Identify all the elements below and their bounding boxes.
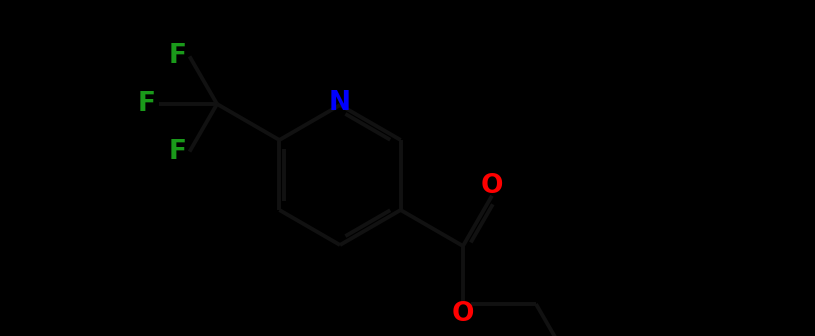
Text: F: F <box>169 43 187 69</box>
Text: F: F <box>138 91 156 117</box>
Text: O: O <box>481 173 503 199</box>
Text: O: O <box>452 301 474 327</box>
Text: N: N <box>329 90 351 116</box>
Text: F: F <box>169 139 187 165</box>
